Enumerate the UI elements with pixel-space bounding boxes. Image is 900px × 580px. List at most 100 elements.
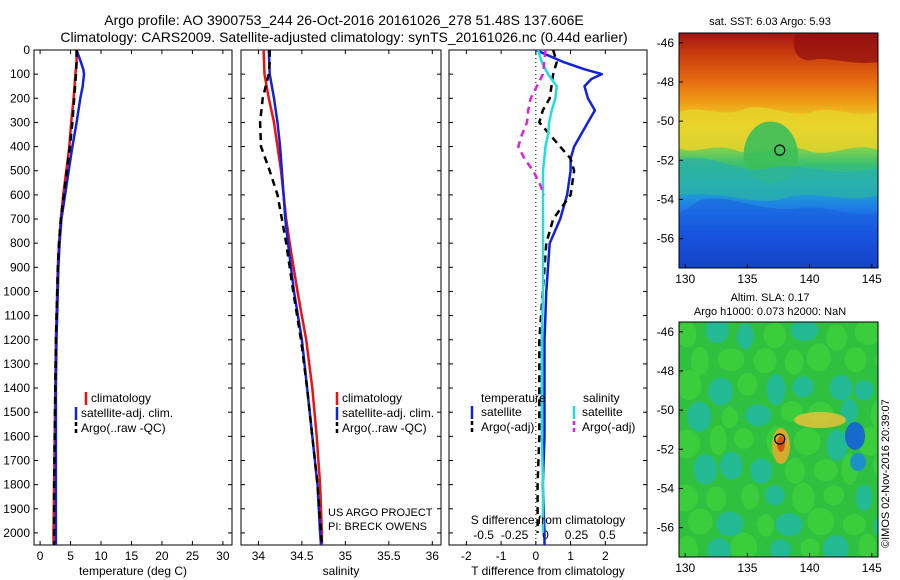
map-lat-tick-label: -56 [657,521,675,535]
sla-texture-cell [845,422,865,450]
sla-texture-cell [766,373,786,406]
sst-map-image [679,33,878,268]
x-tick-label: -2 [461,549,472,563]
sla-texture-cell [745,404,772,427]
legend-label-t-argo: Argo(-adj) [481,420,534,434]
depth-tick-label: 500 [10,164,30,178]
x-tick-label: 0 [532,549,539,563]
t-difference-axis-label: T difference from climatology [471,564,625,578]
depth-tick-label: 1900 [3,502,30,516]
x-tick-label: 35.5 [377,549,401,563]
project-pi: PI: BRECK OWENS [328,521,427,533]
temperature-panel-frame [33,49,233,546]
legend-label-satellite: satellite-adj. clim. [342,406,434,420]
sla-texture-cell [763,322,787,349]
x-tick-label: 15 [125,549,139,563]
temperature-axis-label: temperature (deg C) [79,564,187,578]
sla-texture-cell [721,407,739,429]
depth-tick-label: 300 [10,115,30,129]
sla-texture-cell [784,457,806,484]
s-difference-axis-label: S difference from climatology [471,513,626,527]
sla-texture-cell [707,537,731,557]
sst-map-frame [678,32,879,269]
sla-texture-cell [717,348,745,372]
x-tick-label: 35 [339,549,353,563]
depth-tick-label: 1100 [4,309,30,323]
depth-tick-label: 700 [10,212,30,226]
sla-map-title: Altim. SLA: 0.17 [731,292,810,304]
argo-float-marker-sla [774,433,786,445]
map-lon-tick-label: 130 [675,561,695,575]
sla-texture-cell [733,428,754,449]
sla-texture-cell [826,324,848,351]
depth-tick-label: 800 [10,236,30,250]
s-diff-tick-label: 0.25 [565,528,589,542]
sla-texture-cell [765,485,785,506]
legend-label-argo: Argo(..raw -QC) [81,421,166,435]
map-lon-tick-label: 145 [862,561,882,575]
sla-texture-cell [807,507,835,536]
x-tick-label: 34 [252,549,266,563]
series-line-argo-raw-qc [258,50,324,545]
sla-texture-cell [813,459,838,482]
figure-title-line1: Argo profile: AO 3900753_244 26-Oct-2016… [104,12,584,28]
depth-tick-label: 1200 [3,333,30,347]
sla-texture-cell [736,323,754,350]
project-name: US ARGO PROJECT [328,507,433,519]
s-diff-tick-label: 0.5 [599,528,616,542]
sla-texture-cell [826,429,848,462]
legend-label-climatology: climatology [342,391,402,405]
sla-texture-cell [679,429,701,459]
argo-float-marker-sst [774,144,786,156]
sla-texture-cell [679,369,702,401]
sla-texture-cell [870,400,878,430]
sla-texture-cell [716,511,744,537]
legend-label-s-satellite: satellite [582,405,623,419]
sla-texture-cell [708,377,734,406]
legend-label-s-argo: Argo(-adj) [582,420,635,434]
depth-tick-label: 1600 [3,429,30,443]
map-lat-tick-label: -54 [657,481,675,495]
map-lat-tick-label: -50 [657,114,675,128]
depth-tick-label: 400 [10,140,30,154]
series-line-satellite [535,50,604,545]
sla-texture-cell [687,508,713,535]
map-lat-tick-label: -54 [657,192,675,206]
legend-header-salinity: salinity [583,391,620,405]
map-lon-tick-label: 145 [862,272,882,286]
depth-tick-label: 2000 [3,526,30,540]
sla-map-image [679,322,878,557]
map-lat-tick-label: -46 [657,325,675,339]
sla-texture-cell [850,453,866,471]
sla-texture-cell [792,482,815,514]
temperature-legend: climatology satellite-adj. clim. Argo(..… [74,391,173,435]
series-line-satellite [536,50,558,533]
sla-texture-cell [753,348,777,374]
sla-texture-cell [842,513,866,536]
legend-label-satellite: satellite-adj. clim. [81,406,173,420]
x-tick-label: -1 [496,549,507,563]
map-lat-tick-label: -50 [657,403,675,417]
difference-panel-frame [448,49,648,546]
x-tick-label: 10 [94,549,108,563]
sla-texture-cell [709,424,727,456]
series-line-satellite-adj-clim [267,50,323,545]
sla-map-frame [678,321,879,558]
map-lon-tick-label: 135 [737,272,757,286]
map-lat-tick-label: -48 [657,75,675,89]
x-tick-label: 30 [216,549,230,563]
depth-tick-label: 0 [23,43,30,57]
sla-texture-cell [790,322,819,342]
salinity-panel-frame [240,49,442,546]
map-lon-tick-label: 140 [800,272,820,286]
sst-map-title: sat. SST: 6.03 Argo: 5.93 [709,16,831,28]
sla-texture-cell [822,535,849,557]
depth-tick-label: 200 [10,91,30,105]
sla-texture-cell [693,454,718,485]
map-lat-tick-label: -48 [657,364,675,378]
sla-texture-cell [687,401,712,432]
depth-tick-label: 1300 [3,357,30,371]
sla-texture-cell [757,514,775,537]
sla-texture-cell [706,486,727,512]
